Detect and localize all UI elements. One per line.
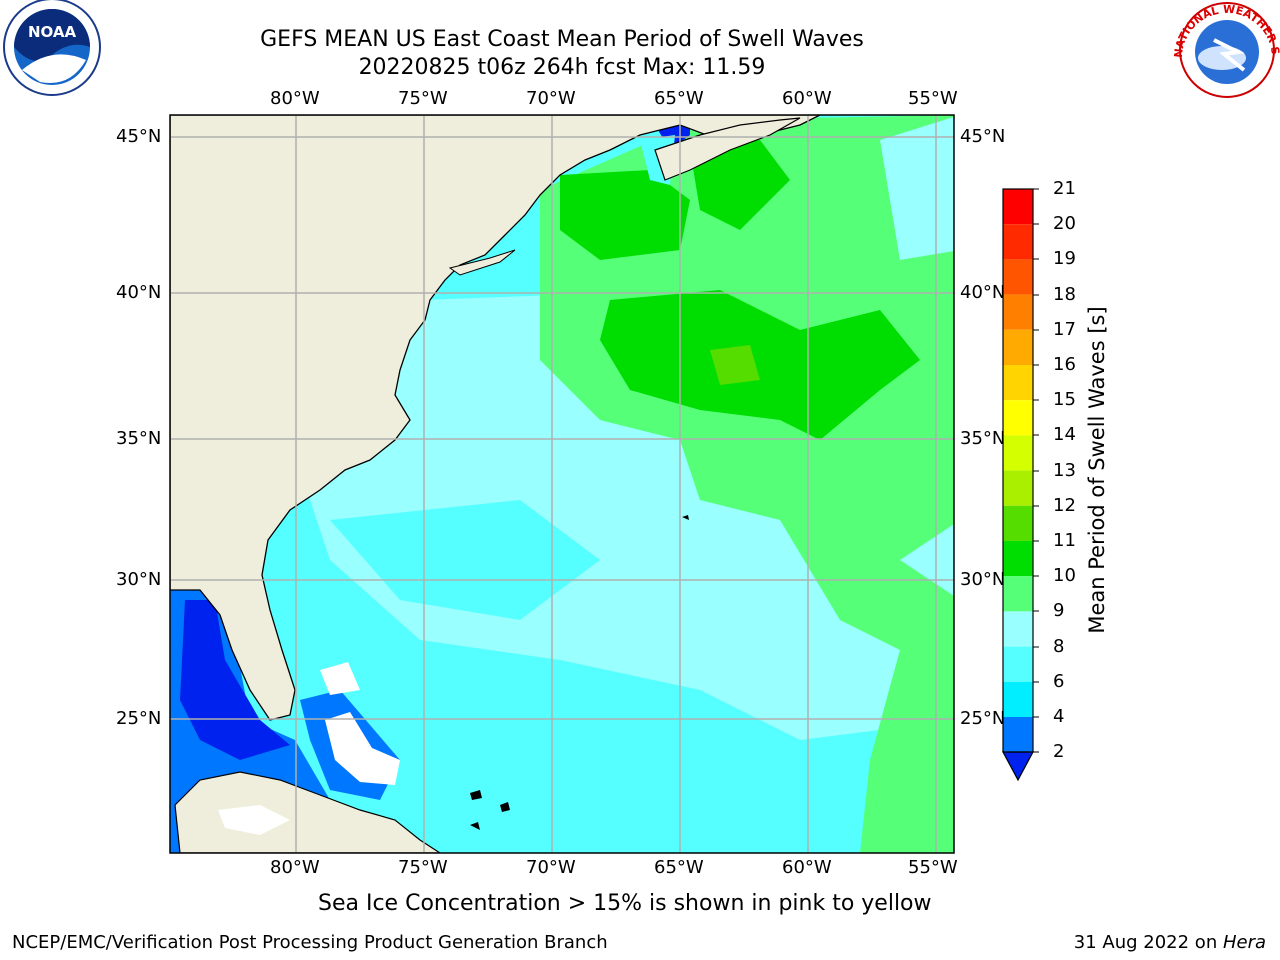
lon-label-bottom-70w: 70°W <box>526 857 576 878</box>
cb-swatch-18-19 <box>1003 259 1033 295</box>
cb-swatch-16-17 <box>1003 329 1033 365</box>
cb-tick-label: 8 <box>1053 636 1065 657</box>
footer-host: Hera <box>1222 932 1266 953</box>
footer-credit: NCEP/EMC/Verification Post Processing Pr… <box>12 932 608 953</box>
footer-date: 31 Aug 2022 on Hera <box>1074 932 1266 953</box>
lon-label-bottom-75w: 75°W <box>398 857 448 878</box>
lat-label-right-35n: 35°N <box>960 428 1006 449</box>
lat-label-left-35n: 35°N <box>116 428 162 449</box>
cb-swatch-4-6 <box>1003 681 1033 717</box>
lon-label-bottom-60w: 60°W <box>782 857 832 878</box>
cb-swatch-13-14 <box>1003 435 1033 471</box>
cb-tick-label: 16 <box>1053 354 1076 375</box>
lon-label-top-65w: 65°W <box>654 88 704 109</box>
lat-label-left-40n: 40°N <box>116 282 162 303</box>
lon-label-bottom-65w: 65°W <box>654 857 704 878</box>
lon-label-top-55w: 55°W <box>908 88 958 109</box>
cb-swatch-2-4 <box>1003 717 1033 753</box>
cb-tick-label: 10 <box>1053 565 1076 586</box>
lat-label-left-45n: 45°N <box>116 126 162 147</box>
cb-tick-label: 13 <box>1053 460 1076 481</box>
lat-label-left-30n: 30°N <box>116 569 162 590</box>
lat-label-right-30n: 30°N <box>960 569 1006 590</box>
map-frame <box>169 114 955 854</box>
cb-tick-label: 15 <box>1053 389 1076 410</box>
cb-tick-label: 18 <box>1053 284 1076 305</box>
noaa-logo-text: NOAA <box>28 23 77 41</box>
cb-tick-label: 12 <box>1053 495 1076 516</box>
land-cuba <box>174 771 442 853</box>
sea-ice-note: Sea Ice Concentration > 15% is shown in … <box>318 891 932 916</box>
cb-tick-label: 4 <box>1053 706 1065 727</box>
swell-period-field <box>170 115 954 853</box>
lat-label-right-25n: 25°N <box>960 708 1006 729</box>
cb-swatch-12-13 <box>1003 470 1033 506</box>
figure-title: GEFS MEAN US East Coast Mean Period of S… <box>260 27 864 52</box>
cb-tick-label: 21 <box>1053 178 1076 199</box>
cb-swatch-15-16 <box>1003 365 1033 401</box>
footer-date-text: 31 Aug 2022 on <box>1073 932 1223 953</box>
cb-swatch-11-12 <box>1003 505 1033 541</box>
lon-label-top-80w: 80°W <box>270 88 320 109</box>
cb-swatch-9-10 <box>1003 576 1033 612</box>
graticule <box>170 115 954 853</box>
cb-swatch-6-8 <box>1003 646 1033 682</box>
colorbar <box>1001 188 1039 782</box>
lon-label-top-70w: 70°W <box>526 88 576 109</box>
land-us <box>170 115 821 721</box>
cb-swatch-14-15 <box>1003 400 1033 436</box>
lon-label-bottom-80w: 80°W <box>270 857 320 878</box>
lon-label-top-60w: 60°W <box>782 88 832 109</box>
cb-swatch-10-11 <box>1003 541 1033 577</box>
lon-label-bottom-55w: 55°W <box>908 857 958 878</box>
cb-tick-label: 2 <box>1053 741 1065 762</box>
cb-tick-label: 17 <box>1053 319 1076 340</box>
lat-label-right-40n: 40°N <box>960 282 1006 303</box>
cb-swatch-17-18 <box>1003 294 1033 330</box>
cb-swatch-8-9 <box>1003 611 1033 647</box>
cb-tick-label: 11 <box>1053 530 1076 551</box>
figure-subtitle: 20220825 t06z 264h fcst Max: 11.59 <box>358 55 766 80</box>
lon-label-top-75w: 75°W <box>398 88 448 109</box>
lat-label-right-45n: 45°N <box>960 126 1006 147</box>
cb-swatch-19-20 <box>1003 224 1033 260</box>
lat-label-left-25n: 25°N <box>116 708 162 729</box>
cb-tick-label: 20 <box>1053 213 1076 234</box>
cb-tick-label: 6 <box>1053 671 1065 692</box>
cb-swatch-20-21 <box>1003 189 1033 225</box>
cb-tick-label: 9 <box>1053 600 1065 621</box>
cb-tick-label: 14 <box>1053 424 1076 445</box>
cb-extend-arrow <box>1001 751 1035 782</box>
colorbar-title: Mean Period of Swell Waves [s] <box>1085 306 1109 634</box>
cb-tick-label: 19 <box>1053 248 1076 269</box>
noaa-logo: NOAA <box>3 0 101 96</box>
